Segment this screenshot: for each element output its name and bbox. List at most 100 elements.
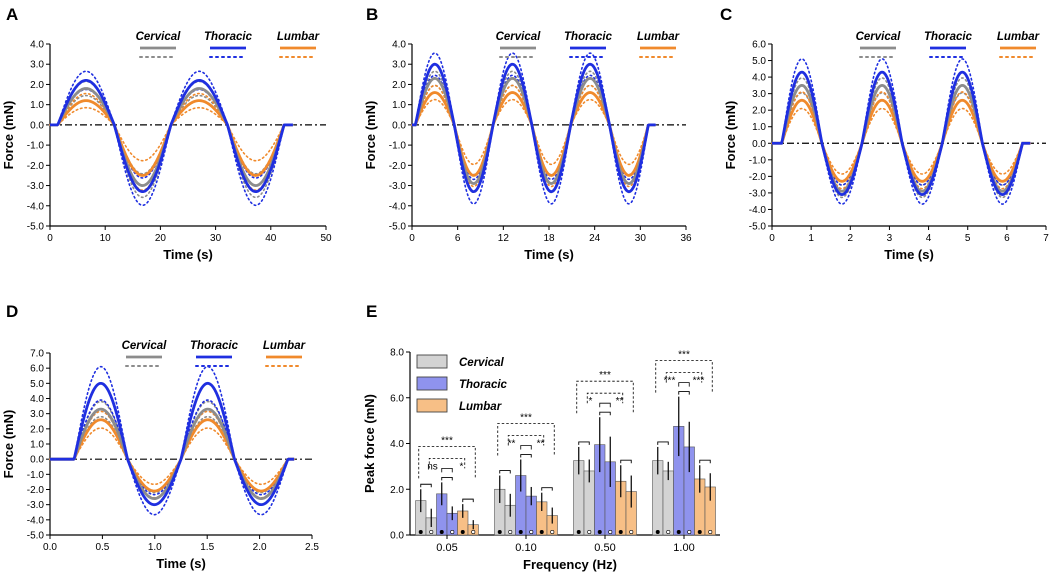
y-tick-label: 6.0	[30, 364, 44, 375]
sig-label: **	[616, 396, 624, 407]
x-tick-label: 6	[455, 233, 461, 244]
legend-label-cervical: Cervical	[136, 31, 182, 43]
bar-marker	[518, 529, 523, 534]
series-line-thoracic	[50, 381, 295, 507]
legend-label-cervical: Cervical	[459, 357, 505, 369]
x-axis-title: Time (s)	[156, 556, 206, 571]
legend-label-lumbar: Lumbar	[263, 340, 306, 352]
x-axis-title: Time (s)	[524, 247, 574, 262]
x-tick-label: 50	[320, 233, 332, 244]
y-tick-label: 7.0	[30, 349, 44, 360]
y-tick-label: 8.0	[390, 348, 404, 359]
pair-bracket	[657, 441, 669, 445]
y-tick-label: -1.0	[27, 470, 45, 481]
bar-marker	[471, 529, 476, 534]
panel-label: A	[6, 5, 18, 24]
y-tick-label: -2.0	[27, 161, 45, 172]
y-axis-title: Force (mN)	[1, 410, 16, 479]
y-tick-label: 2.0	[30, 80, 44, 91]
sig-bracket-inner	[665, 372, 703, 383]
series-line-thoracic	[412, 62, 656, 194]
sig-label: ***	[520, 413, 532, 424]
legend-label-cervical: Cervical	[122, 340, 168, 352]
pair-bracket	[699, 459, 711, 464]
pair-bracket	[599, 411, 611, 416]
sig-label: ***	[441, 435, 453, 446]
y-tick-label: 0.0	[30, 455, 44, 466]
sig-label: ***	[599, 370, 611, 381]
sig-label: *	[589, 396, 593, 407]
y-tick-label: 4.0	[30, 40, 44, 51]
sig-bracket-inner	[507, 435, 545, 446]
y-tick-label: 2.0	[392, 80, 406, 91]
y-tick-label: 1.0	[30, 100, 44, 111]
y-tick-label: 4.0	[390, 439, 404, 450]
y-tick-label: 5.0	[752, 56, 766, 67]
bar-marker	[676, 529, 681, 534]
pair-bracket	[520, 454, 532, 458]
y-tick-label: -5.0	[27, 222, 45, 233]
legend-swatch-thoracic	[416, 376, 448, 391]
x-tick-label: 1.5	[200, 542, 214, 553]
x-tick-label: 0	[409, 233, 415, 244]
sig-label: ns	[427, 461, 438, 472]
y-tick-label: 2.0	[752, 106, 766, 117]
sig-bracket-mid	[678, 382, 690, 387]
sig-bracket-mid	[599, 402, 611, 408]
panel-d: D -5.0 -4.0 -3.0 -2.0 -1.0 0.0 1.0 2.0 3.0 4.0 5.0 6…	[1, 302, 319, 571]
bar-marker	[697, 529, 702, 534]
x-axis-title: Time (s)	[163, 247, 213, 262]
sig-label: ***	[693, 376, 705, 387]
panel-label: B	[366, 5, 378, 24]
x-tick-label: 24	[589, 233, 601, 244]
y-axis-title: Peak force (mN)	[362, 394, 377, 493]
pair-bracket	[420, 483, 432, 488]
legend-label-thoracic: Thoracic	[190, 340, 239, 352]
legend-label-thoracic: Thoracic	[564, 31, 613, 43]
panel-c: C -5.0 -4.0 -3.0 -2.0 -1.0 0.0 1.0 2.0 3.0 4.0 5.0 6…	[720, 5, 1049, 262]
y-tick-label: -2.0	[749, 172, 767, 183]
x-tick-label: 12	[498, 233, 510, 244]
y-tick-label: 3.0	[392, 60, 406, 71]
y-tick-label: 1.0	[392, 100, 406, 111]
y-tick-label: 1.0	[30, 440, 44, 451]
panel-label: C	[720, 5, 732, 24]
legend-label-thoracic: Thoracic	[459, 379, 508, 391]
x-axis-title: Frequency (Hz)	[523, 557, 617, 572]
y-tick-label: -4.0	[27, 201, 45, 212]
x-tick-label: 0.0	[43, 542, 57, 553]
x-tick-label: 6	[1004, 233, 1010, 244]
pair-bracket	[441, 476, 453, 481]
series-sd-lower-lumbar	[49, 427, 295, 486]
x-tick-label: 0	[47, 233, 53, 244]
bar-marker	[429, 529, 434, 534]
x-axis-title: Time (s)	[884, 247, 934, 262]
x-tick-label: 30	[635, 233, 647, 244]
bar-marker	[666, 529, 671, 534]
bar-marker	[629, 529, 634, 534]
x-tick-label: 3	[887, 233, 893, 244]
x-tick-label: 36	[680, 233, 692, 244]
x-tick-label: 18	[543, 233, 555, 244]
x-tick-label: 5	[965, 233, 971, 244]
bar-marker	[597, 529, 602, 534]
bar-marker	[608, 529, 613, 534]
sig-bracket-inner	[586, 392, 624, 404]
legend-swatch-lumbar	[416, 398, 448, 413]
y-tick-label: -3.0	[749, 188, 767, 199]
bar-marker	[418, 529, 423, 534]
series-line-lumbar	[50, 99, 293, 177]
bar-marker	[687, 529, 692, 534]
panel-label: E	[366, 302, 377, 321]
bar-cervical	[662, 470, 674, 536]
y-tick-label: -3.0	[389, 181, 407, 192]
y-tick-label: -3.0	[27, 181, 45, 192]
series-sd-upper-cervical	[49, 80, 294, 199]
y-tick-label: 4.0	[30, 394, 44, 405]
y-tick-label: -2.0	[389, 161, 407, 172]
legend-label-lumbar: Lumbar	[997, 31, 1040, 43]
y-tick-label: 2.0	[30, 424, 44, 435]
x-tick-label: 1.00	[673, 542, 694, 554]
sig-bracket-mid	[520, 445, 532, 450]
